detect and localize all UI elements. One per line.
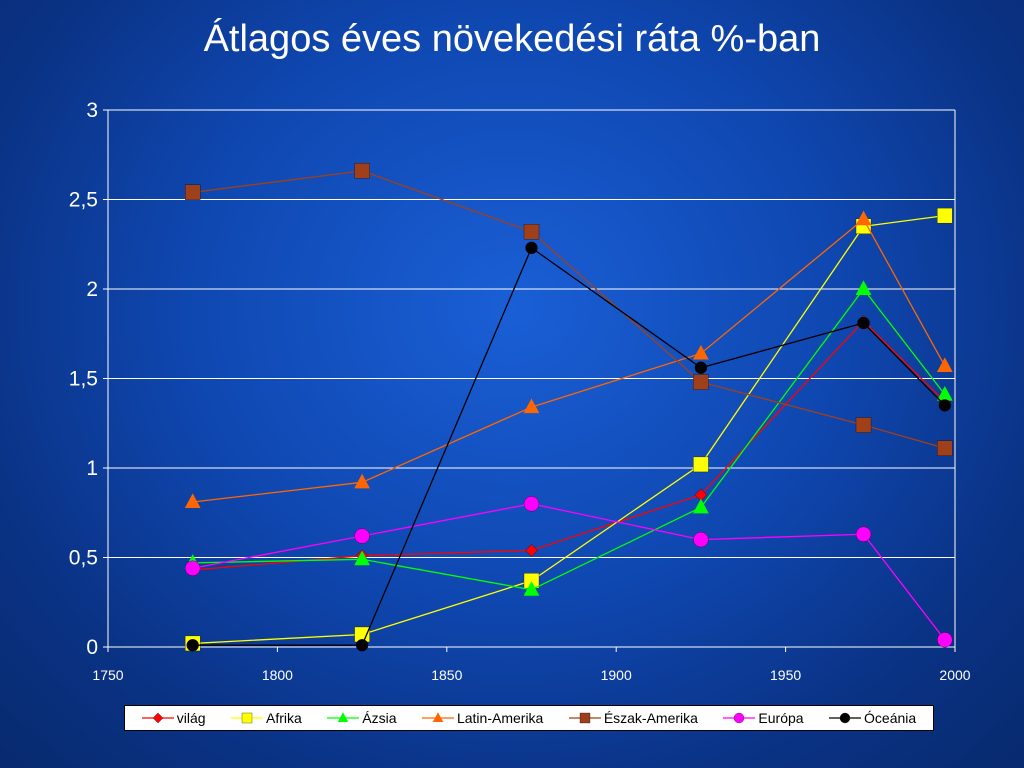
legend-item: Európa xyxy=(723,710,804,726)
series-line xyxy=(192,170,946,449)
data-point xyxy=(185,184,201,200)
line-chart: 0 0,5 1 1,5 2 2,5 3 1750 1800 1850 1900 1950 2000 xyxy=(69,99,971,683)
chart-axes: 0 0,5 1 1,5 2 2,5 3 1750 1800 1850 1900 1950 2000 xyxy=(69,99,971,683)
x-tick-label: 1900 xyxy=(601,667,632,683)
data-point xyxy=(693,531,709,548)
data-point xyxy=(523,581,540,596)
data-point xyxy=(523,224,540,240)
series-line xyxy=(192,246,946,646)
legend-label: Óceánia xyxy=(864,710,917,726)
legend-marker xyxy=(152,712,163,724)
series-line xyxy=(192,218,946,503)
legend-swatch xyxy=(723,712,756,724)
data-point xyxy=(525,544,538,557)
legend-marker xyxy=(579,712,590,724)
series-line xyxy=(192,287,946,591)
series-világ xyxy=(186,315,952,577)
data-point xyxy=(694,361,708,374)
y-tick-label: 1 xyxy=(86,457,98,480)
legend-marker xyxy=(338,712,349,722)
y-tick-label: 2,5 xyxy=(69,189,98,212)
y-tick-label: 0 xyxy=(86,636,98,659)
chart-title: Átlagos éves növekedési ráta %-ban xyxy=(203,18,821,60)
x-tick-label: 2000 xyxy=(939,667,970,683)
legend-swatch xyxy=(568,712,601,724)
data-point xyxy=(936,357,953,372)
x-tick-label: 1950 xyxy=(770,667,801,683)
legend-swatch xyxy=(231,712,263,724)
data-point xyxy=(693,374,709,390)
legend-swatch xyxy=(327,712,360,722)
legend-item: Óceánia xyxy=(829,710,916,726)
x-tick-label: 1750 xyxy=(92,667,123,683)
data-point xyxy=(355,639,369,652)
legend-item: világ xyxy=(141,710,206,726)
legend-marker xyxy=(839,712,851,724)
legend-label: Észak-Amerika xyxy=(603,710,698,726)
data-point xyxy=(354,550,370,566)
legend-swatch xyxy=(421,712,454,722)
series-line xyxy=(192,214,945,645)
legend-marker xyxy=(432,712,444,722)
y-tick-label: 3 xyxy=(86,99,98,122)
data-point xyxy=(186,639,199,652)
chart-series xyxy=(184,163,953,652)
x-tick-label: 1800 xyxy=(262,667,293,683)
data-point xyxy=(937,440,953,456)
x-tick-label: 1850 xyxy=(431,667,462,683)
legend-label: világ xyxy=(176,710,206,726)
data-point xyxy=(857,316,870,330)
data-point xyxy=(185,560,201,576)
chart-legend: világ Afrika Ázsia Latin-Amerika Észak-Ameri… xyxy=(124,705,934,731)
legend-marker xyxy=(241,712,253,724)
legend-label: Latin-Amerika xyxy=(456,710,544,726)
data-point xyxy=(184,493,201,509)
data-point xyxy=(525,241,538,254)
data-point xyxy=(937,207,953,224)
legend-item: Észak-Amerika xyxy=(568,710,698,726)
legend-label: Afrika xyxy=(266,710,302,726)
legend-swatch xyxy=(829,712,862,724)
data-point xyxy=(354,528,370,544)
data-point xyxy=(855,280,872,295)
series-óceánia xyxy=(186,241,951,652)
data-point xyxy=(937,632,953,648)
data-point xyxy=(936,385,953,401)
data-point xyxy=(855,210,872,226)
grid-lines xyxy=(108,109,955,558)
legend-item: Latin-Amerika xyxy=(421,710,544,726)
data-point xyxy=(938,399,951,412)
data-point xyxy=(354,163,370,179)
series-észak-amerika xyxy=(185,163,953,456)
legend-label: Ázsia xyxy=(362,710,397,726)
data-point xyxy=(523,496,540,512)
data-point xyxy=(855,526,872,542)
legend-item: Ázsia xyxy=(327,710,397,726)
data-point xyxy=(693,456,709,473)
series-európa xyxy=(185,496,953,648)
series-latin-amerika xyxy=(184,210,953,509)
legend-marker xyxy=(734,712,745,724)
legend-swatch xyxy=(141,712,174,724)
y-tick-label: 0,5 xyxy=(69,547,98,570)
y-tick-label: 1,5 xyxy=(69,368,98,391)
legend-label: Európa xyxy=(758,710,804,726)
data-point xyxy=(855,417,872,433)
data-point xyxy=(693,498,709,514)
series-line xyxy=(192,503,946,641)
data-point xyxy=(523,398,540,414)
data-point xyxy=(693,344,709,360)
series-line xyxy=(192,320,946,571)
legend-item: Afrika xyxy=(231,710,302,726)
series-ázsia xyxy=(184,280,953,596)
data-point xyxy=(354,473,370,489)
y-tick-label: 2 xyxy=(86,278,98,301)
